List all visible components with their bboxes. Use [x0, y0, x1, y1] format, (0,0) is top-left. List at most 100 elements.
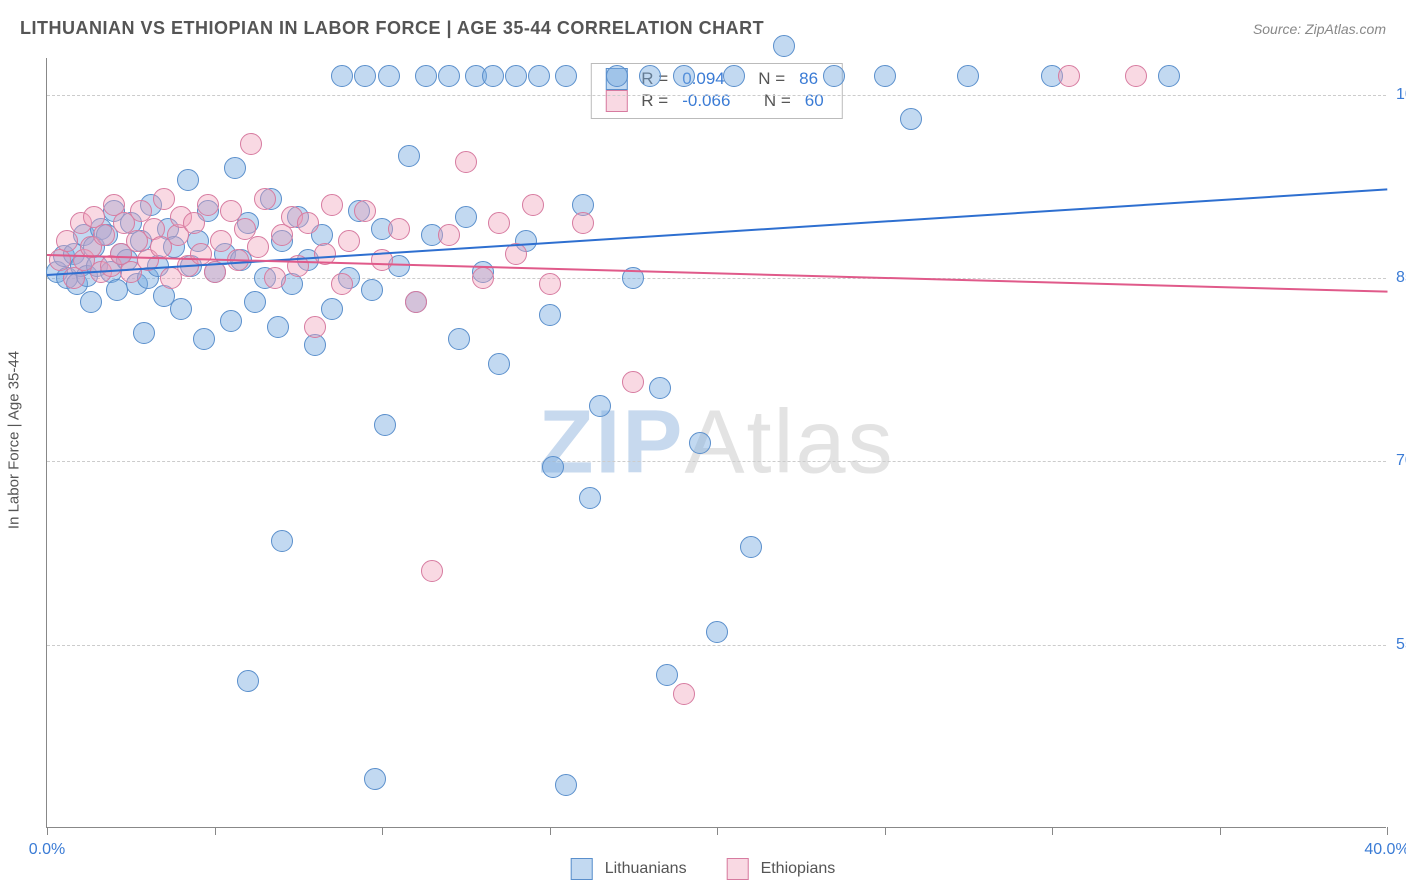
scatter-point-pink — [254, 188, 276, 210]
trend-line-pink — [47, 254, 1387, 293]
scatter-point-pink — [247, 236, 269, 258]
scatter-point-blue — [740, 536, 762, 558]
legend-swatch — [727, 858, 749, 880]
scatter-point-blue — [656, 664, 678, 686]
y-tick-label: 70.0% — [1396, 452, 1406, 470]
y-tick-label: 55.0% — [1396, 636, 1406, 654]
scatter-point-blue — [170, 298, 192, 320]
gridline-horizontal — [47, 461, 1386, 462]
scatter-point-blue — [224, 157, 246, 179]
scatter-point-pink — [153, 188, 175, 210]
scatter-point-pink — [354, 200, 376, 222]
scatter-point-pink — [1125, 65, 1147, 87]
scatter-point-blue — [331, 65, 353, 87]
scatter-point-pink — [622, 371, 644, 393]
scatter-point-pink — [338, 230, 360, 252]
scatter-plot-area: ZIPAtlas R = 0.094 N = 86R = -0.066 N = … — [46, 58, 1386, 828]
scatter-point-blue — [364, 768, 386, 790]
legend-bottom: LithuaniansEthiopians — [571, 858, 836, 880]
scatter-point-blue — [321, 298, 343, 320]
scatter-point-blue — [80, 291, 102, 313]
legend-swatch — [605, 90, 627, 112]
scatter-point-pink — [1058, 65, 1080, 87]
scatter-point-blue — [589, 395, 611, 417]
scatter-point-pink — [297, 212, 319, 234]
scatter-point-pink — [304, 316, 326, 338]
scatter-point-blue — [488, 353, 510, 375]
scatter-point-blue — [133, 322, 155, 344]
scatter-point-blue — [723, 65, 745, 87]
scatter-point-blue — [555, 774, 577, 796]
x-tick — [885, 827, 886, 835]
scatter-point-blue — [606, 65, 628, 87]
scatter-point-blue — [505, 65, 527, 87]
scatter-point-blue — [539, 304, 561, 326]
scatter-point-blue — [237, 670, 259, 692]
scatter-point-blue — [773, 35, 795, 57]
scatter-point-pink — [240, 133, 262, 155]
y-tick-label: 100.0% — [1396, 86, 1406, 104]
scatter-point-blue — [220, 310, 242, 332]
scatter-point-pink — [488, 212, 510, 234]
legend-item-pink: Ethiopians — [727, 858, 836, 880]
x-tick — [717, 827, 718, 835]
x-tick-label: 0.0% — [29, 841, 65, 859]
scatter-point-blue — [267, 316, 289, 338]
scatter-point-blue — [177, 169, 199, 191]
scatter-point-pink — [210, 230, 232, 252]
scatter-point-pink — [405, 291, 427, 313]
scatter-point-blue — [639, 65, 661, 87]
scatter-point-blue — [528, 65, 550, 87]
scatter-point-blue — [193, 328, 215, 350]
scatter-point-blue — [354, 65, 376, 87]
scatter-point-blue — [706, 621, 728, 643]
scatter-point-pink — [56, 230, 78, 252]
scatter-point-blue — [900, 108, 922, 130]
scatter-point-blue — [579, 487, 601, 509]
scatter-point-blue — [398, 145, 420, 167]
scatter-point-blue — [244, 291, 266, 313]
scatter-point-pink — [472, 267, 494, 289]
scatter-point-blue — [361, 279, 383, 301]
scatter-point-blue — [482, 65, 504, 87]
x-tick — [1052, 827, 1053, 835]
scatter-point-blue — [1158, 65, 1180, 87]
gridline-horizontal — [47, 95, 1386, 96]
legend-label: Ethiopians — [761, 860, 836, 878]
scatter-point-blue — [874, 65, 896, 87]
scatter-point-blue — [649, 377, 671, 399]
scatter-point-pink — [321, 194, 343, 216]
n-value: 86 — [799, 69, 818, 89]
x-tick — [1387, 827, 1388, 835]
x-tick — [215, 827, 216, 835]
scatter-point-pink — [522, 194, 544, 216]
x-tick — [1220, 827, 1221, 835]
scatter-point-blue — [415, 65, 437, 87]
scatter-point-pink — [197, 194, 219, 216]
scatter-point-pink — [183, 212, 205, 234]
correlation-stats-box: R = 0.094 N = 86R = -0.066 N = 60 — [590, 63, 842, 119]
scatter-point-blue — [555, 65, 577, 87]
scatter-point-pink — [421, 560, 443, 582]
scatter-point-blue — [673, 65, 695, 87]
gridline-horizontal — [47, 645, 1386, 646]
scatter-point-pink — [331, 273, 353, 295]
scatter-point-blue — [271, 530, 293, 552]
source-label: Source: ZipAtlas.com — [1253, 21, 1386, 37]
scatter-point-blue — [957, 65, 979, 87]
scatter-point-blue — [542, 456, 564, 478]
scatter-point-pink — [438, 224, 460, 246]
y-axis-title: In Labor Force | Age 35-44 — [6, 351, 23, 529]
scatter-point-pink — [455, 151, 477, 173]
scatter-point-blue — [823, 65, 845, 87]
scatter-point-pink — [388, 218, 410, 240]
scatter-point-blue — [448, 328, 470, 350]
scatter-point-blue — [455, 206, 477, 228]
gridline-horizontal — [47, 278, 1386, 279]
scatter-point-pink — [93, 224, 115, 246]
chart-title: LITHUANIAN VS ETHIOPIAN IN LABOR FORCE |… — [20, 18, 764, 39]
scatter-point-blue — [374, 414, 396, 436]
stats-row-pink: R = -0.066 N = 60 — [605, 90, 827, 112]
x-tick-label: 40.0% — [1364, 841, 1406, 859]
scatter-point-pink — [539, 273, 561, 295]
